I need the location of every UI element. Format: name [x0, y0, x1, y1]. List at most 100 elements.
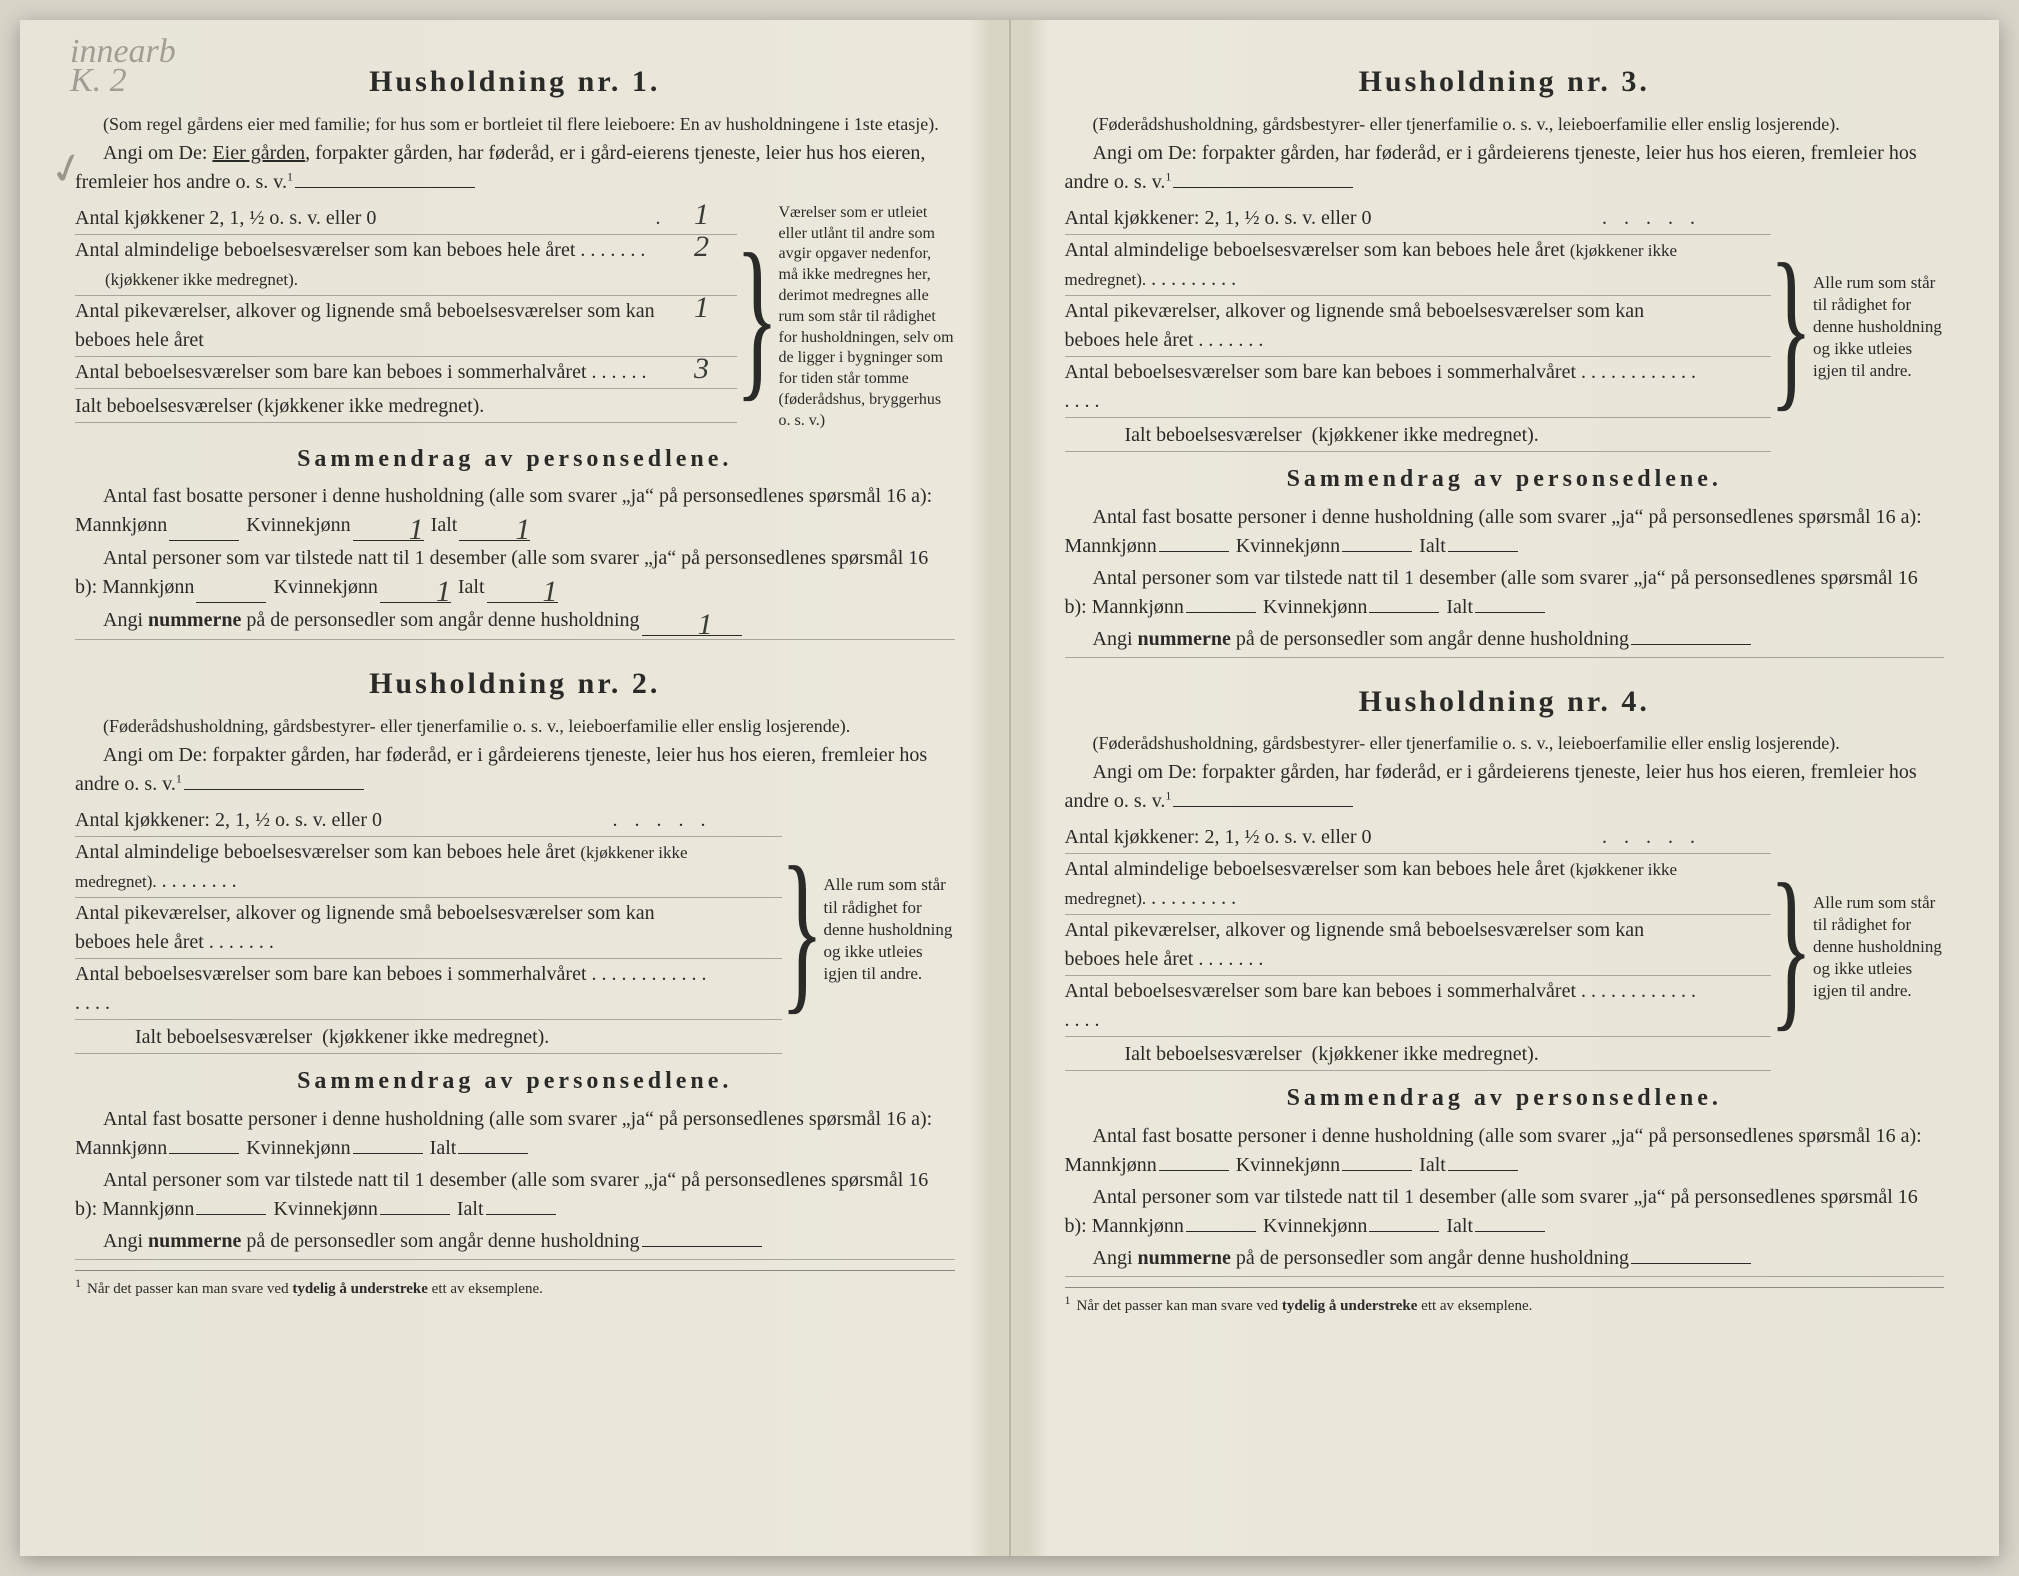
lbl-m: Mannkjønn — [102, 576, 194, 598]
h1-summary-title: Sammendrag av personsedlene. — [75, 442, 955, 477]
pencil-annotation: innearb K. 2 — [70, 38, 176, 96]
h2-r4: Antal beboelsesværelser som bare kan beb… — [75, 959, 782, 1020]
census-form-page: innearb K. 2 ✓ Husholdning nr. 1. (Som r… — [20, 20, 1999, 1556]
h3-nummers: Angi nummerne på de personsedler som ang… — [1065, 625, 1945, 658]
brace-icon: } — [796, 805, 808, 1054]
h3-r4: Antal beboelsesværelser som bare kan beb… — [1065, 357, 1772, 418]
h2-a-i[interactable] — [458, 1153, 528, 1154]
h4-b-m[interactable] — [1186, 1231, 1256, 1232]
h4-b-i[interactable] — [1475, 1231, 1545, 1232]
h1-sum-a: Antal fast bosatte personer i denne hush… — [75, 482, 955, 541]
h3-note: (Føderådshusholdning, gårdsbestyrer- ell… — [1065, 112, 1945, 136]
h4-angi-text: Angi om De: forpakter gården, har føderå… — [1065, 761, 1917, 812]
h1-r2-label: Antal almindelige beboelsesværelser som … — [75, 236, 667, 294]
lbl-m: Mannkjønn — [75, 514, 167, 536]
h4-num-blank[interactable] — [1631, 1263, 1751, 1264]
h3-side-note: Alle rum som står til rådighet for denne… — [1809, 203, 1944, 452]
h3-a-m[interactable] — [1159, 551, 1229, 552]
h2-rooms: Antal kjøkkener: 2, 1, ½ o. s. v. eller … — [75, 805, 955, 1054]
h4-angi: Angi om De: forpakter gården, har føderå… — [1065, 758, 1945, 816]
brace-icon: } — [1785, 203, 1797, 452]
h3-num-blank[interactable] — [1631, 644, 1751, 645]
h3-summary-title: Sammendrag av personsedlene. — [1065, 462, 1945, 497]
h2-side-note: Alle rum som står til rådighet for denne… — [820, 805, 955, 1054]
h1-note: (Som regel gårdens eier med familie; for… — [75, 112, 955, 136]
h3-total: Ialt beboelsesværelser (kjøkkener ikke m… — [1065, 418, 1772, 452]
h4-r2: Antal almindelige beboelsesværelser som … — [1065, 854, 1772, 915]
h3-b-i[interactable] — [1475, 612, 1545, 613]
h3-sum-b: Antal personer som var tilstede natt til… — [1065, 564, 1945, 622]
h3-b-m[interactable] — [1186, 612, 1256, 613]
h4-sum-a: Antal fast bosatte personer i denne hush… — [1065, 1122, 1945, 1180]
h2-sum-a: Antal fast bosatte personer i denne hush… — [75, 1105, 955, 1163]
h4-total: Ialt beboelsesværelser (kjøkkener ikke m… — [1065, 1037, 1772, 1071]
h1-a-m[interactable] — [169, 511, 239, 541]
h4-r1: Antal kjøkkener: 2, 1, ½ o. s. v. eller … — [1065, 822, 1772, 854]
h2-b-k[interactable] — [380, 1214, 450, 1215]
h4-angi-blank[interactable] — [1173, 806, 1353, 807]
h4-summary-title: Sammendrag av personsedlene. — [1065, 1081, 1945, 1116]
h1-a-i[interactable]: 1 — [459, 511, 530, 541]
h1-a-k[interactable]: 1 — [353, 511, 424, 541]
h4-a-m[interactable] — [1159, 1170, 1229, 1171]
h2-a-k[interactable] — [353, 1153, 423, 1154]
h3-r2: Antal almindelige beboelsesværelser som … — [1065, 235, 1772, 296]
h3-room-lines: Antal kjøkkener: 2, 1, ½ o. s. v. eller … — [1065, 203, 1772, 452]
lbl-i: Ialt — [431, 514, 458, 536]
h1-num-blank[interactable]: 1 — [642, 606, 742, 636]
h3-angi: Angi om De: forpakter gården, har føderå… — [1065, 139, 1945, 197]
h1-r3-val[interactable]: 1 — [667, 297, 737, 318]
right-footnote: 1Når det passer kan man svare ved tydeli… — [1065, 1287, 1945, 1318]
brace-icon: } — [751, 203, 763, 432]
h1-sum-b: Antal personer som var tilstede natt til… — [75, 544, 955, 603]
h2-a-m[interactable] — [169, 1153, 239, 1154]
h4-a-k[interactable] — [1342, 1170, 1412, 1171]
left-column: innearb K. 2 ✓ Husholdning nr. 1. (Som r… — [20, 20, 1010, 1556]
h1-angi-pre: Angi om De: — [103, 142, 212, 164]
h4-a-i[interactable] — [1448, 1170, 1518, 1171]
h1-side-note: Værelser som er utleiet eller utlånt til… — [775, 203, 955, 432]
lbl-i: Ialt — [458, 576, 485, 598]
h1-r1-val[interactable]: 1 — [667, 204, 737, 225]
h2-room-lines: Antal kjøkkener: 2, 1, ½ o. s. v. eller … — [75, 805, 782, 1054]
h4-r3: Antal pikeværelser, alkover og lignende … — [1065, 915, 1772, 976]
h3-title: Husholdning nr. 3. — [1065, 60, 1945, 104]
h1-r1-label: Antal kjøkkener 2, 1, ½ o. s. v. eller 0 — [75, 204, 656, 233]
h3-b-k[interactable] — [1369, 612, 1439, 613]
h1-room-lines: Antal kjøkkener 2, 1, ½ o. s. v. eller 0… — [75, 203, 737, 432]
right-column: Husholdning nr. 3. (Føderådshusholdning,… — [1010, 20, 2000, 1556]
h2-num-blank[interactable] — [642, 1246, 762, 1247]
h2-nummers: Angi nummerne på de personsedler som ang… — [75, 1227, 955, 1260]
h1-total-label: Ialt beboelsesværelser (kjøkkener ikke m… — [75, 392, 667, 421]
household-2: Husholdning nr. 2. (Føderådshusholdning,… — [75, 662, 955, 1300]
h1-b-i[interactable]: 1 — [487, 573, 558, 603]
h4-note: (Føderådshusholdning, gårdsbestyrer- ell… — [1065, 731, 1945, 755]
household-3: Husholdning nr. 3. (Føderådshusholdning,… — [1065, 60, 1945, 658]
h2-b-i[interactable] — [486, 1214, 556, 1215]
h1-r2-val[interactable]: 2 — [667, 236, 737, 257]
h3-a-i[interactable] — [1448, 551, 1518, 552]
h1-r4-val[interactable]: 3 — [667, 358, 737, 379]
h3-angi-blank[interactable] — [1173, 187, 1353, 188]
h2-b-m[interactable] — [196, 1214, 266, 1215]
h1-r2: Antal almindelige beboelsesværelser som … — [75, 235, 737, 296]
h1-sum-a-text: Antal fast bosatte personer i denne hush… — [103, 485, 932, 507]
h2-angi-blank[interactable] — [184, 789, 364, 790]
h4-r4: Antal beboelsesværelser som bare kan beb… — [1065, 976, 1772, 1037]
h2-r2: Antal almindelige beboelsesværelser som … — [75, 837, 782, 898]
h2-angi-text: Angi om De: forpakter gården, har føderå… — [75, 744, 927, 795]
h4-b-k[interactable] — [1369, 1231, 1439, 1232]
h2-total: Ialt beboelsesværelser (kjøkkener ikke m… — [75, 1020, 782, 1054]
h1-nummers: Angi nummerne på de personsedler som ang… — [75, 606, 955, 640]
h1-b-m[interactable] — [196, 573, 266, 603]
h1-angi-blank[interactable] — [295, 187, 475, 188]
h2-note: (Føderådshusholdning, gårdsbestyrer- ell… — [75, 714, 955, 738]
h3-a-k[interactable] — [1342, 551, 1412, 552]
h1-angi: Angi om De: Eier gården, forpakter gårde… — [75, 139, 955, 197]
h1-b-k[interactable]: 1 — [380, 573, 451, 603]
h3-angi-text: Angi om De: forpakter gården, har føderå… — [1065, 142, 1917, 193]
h4-title: Husholdning nr. 4. — [1065, 680, 1945, 724]
h4-rooms: Antal kjøkkener: 2, 1, ½ o. s. v. eller … — [1065, 822, 1945, 1071]
h3-rooms: Antal kjøkkener: 2, 1, ½ o. s. v. eller … — [1065, 203, 1945, 452]
h4-sum-b: Antal personer som var tilstede natt til… — [1065, 1183, 1945, 1241]
